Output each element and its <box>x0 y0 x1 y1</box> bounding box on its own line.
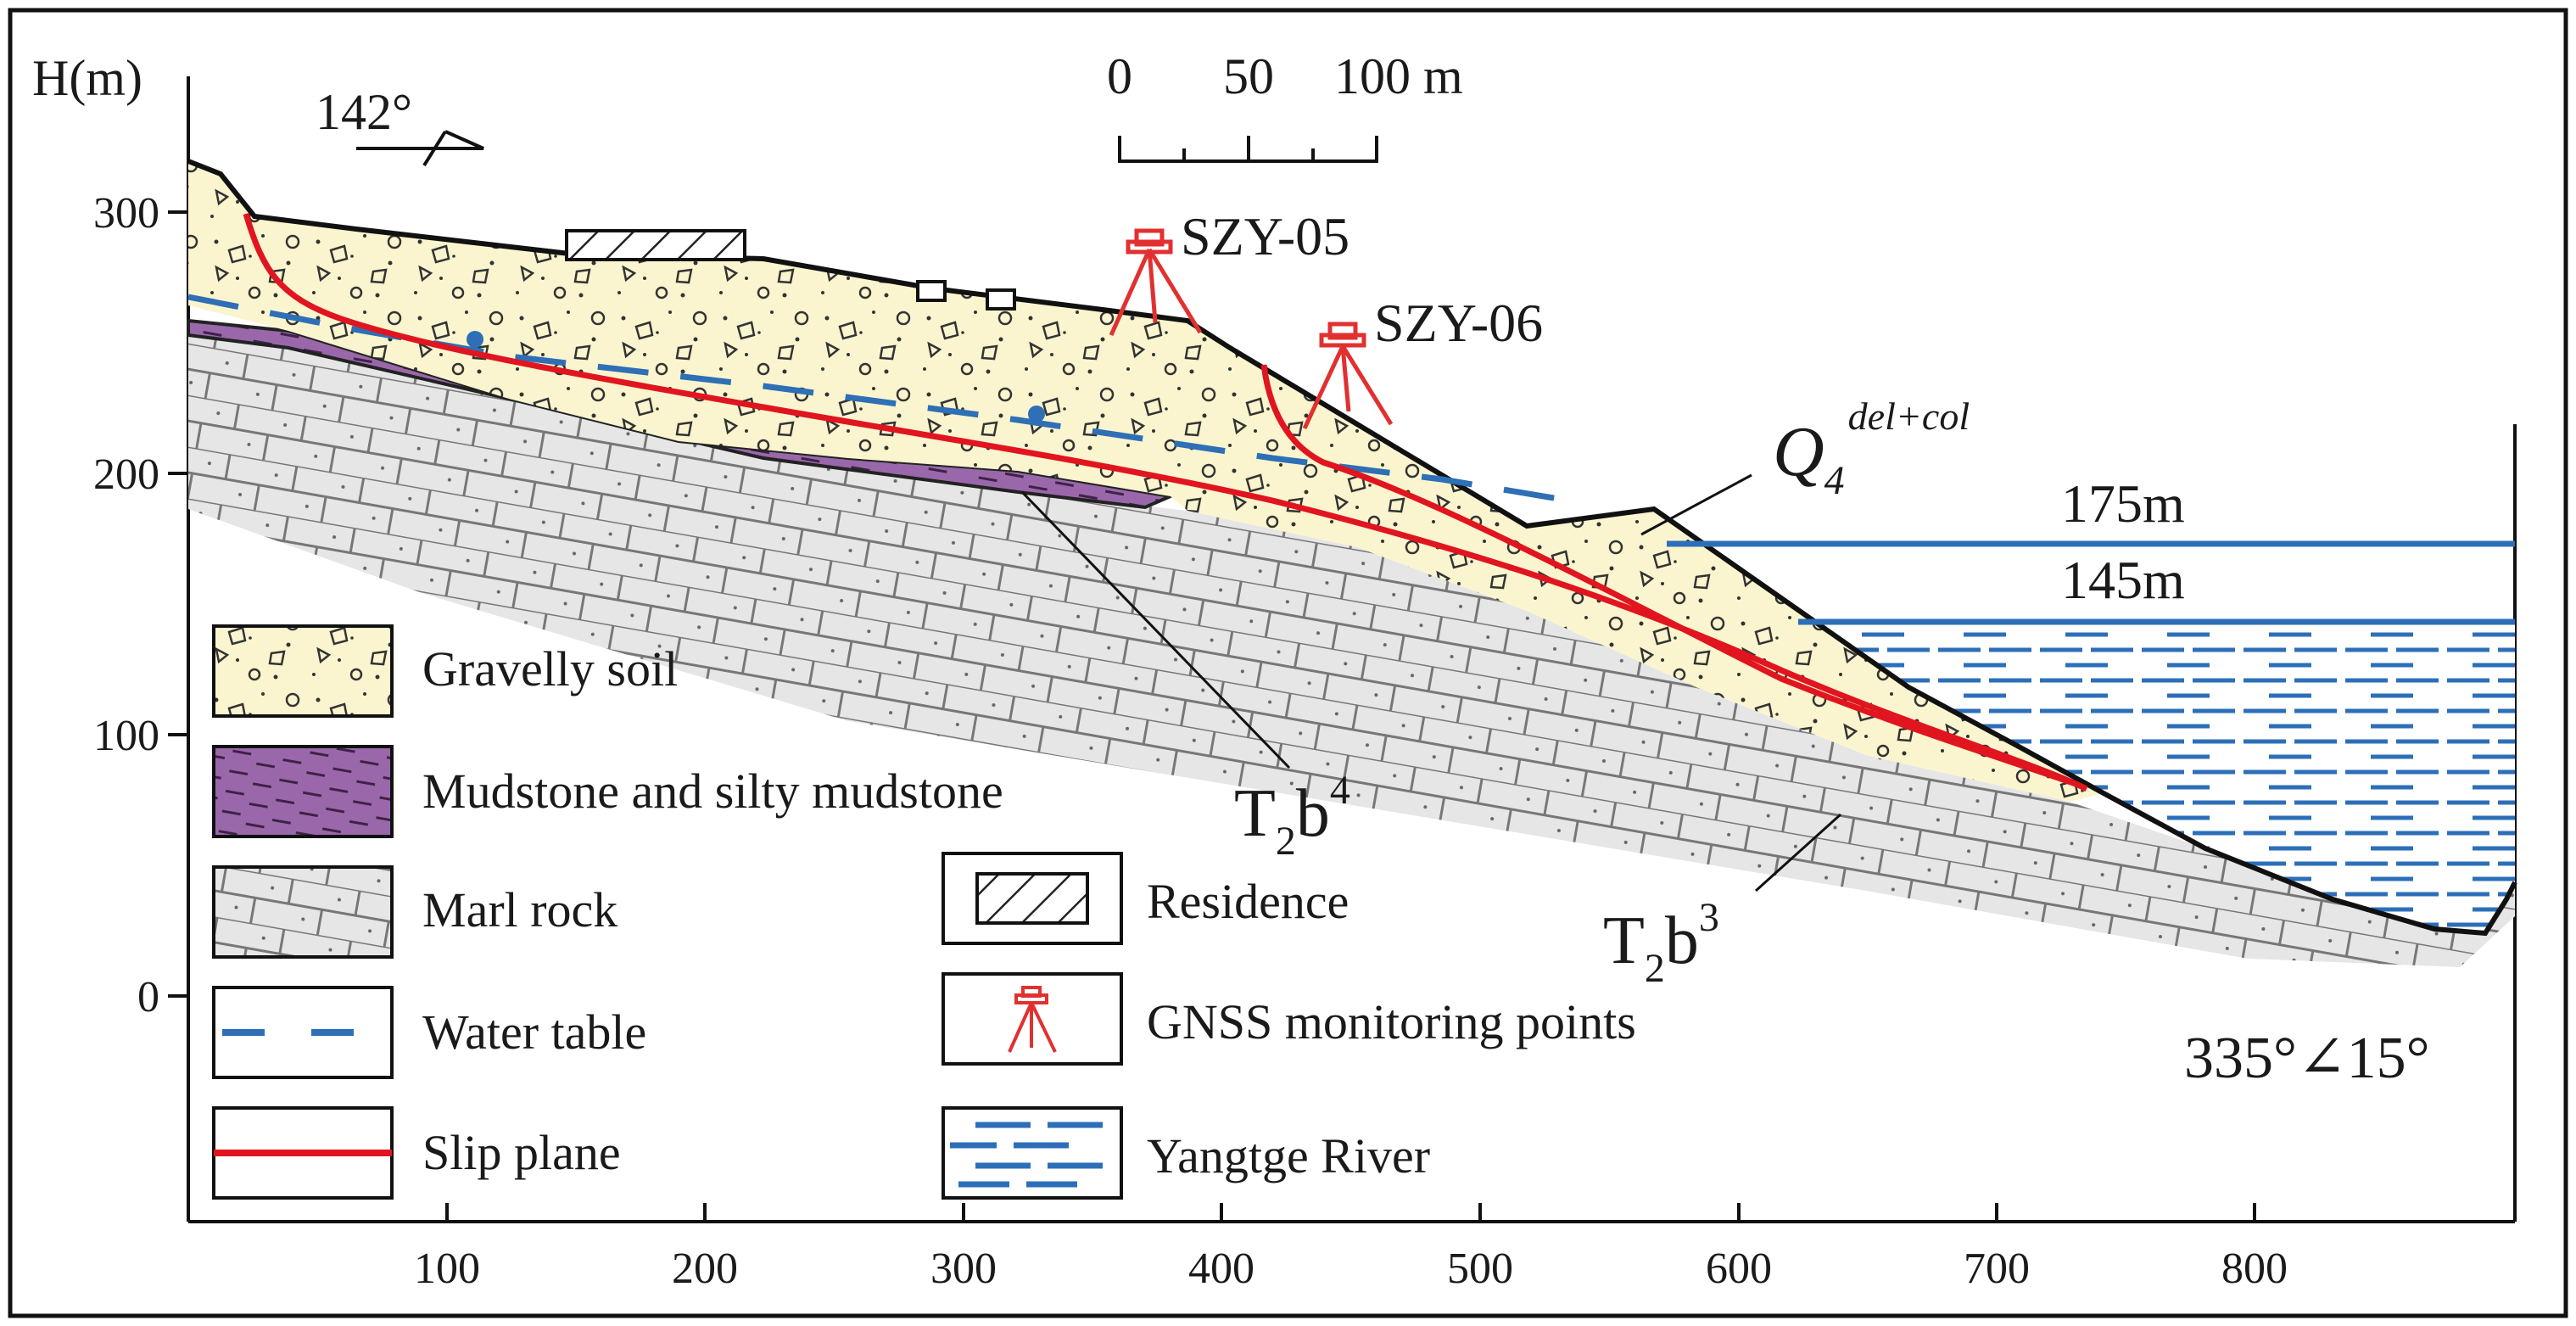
legend-label-gnss: GNSS monitoring points <box>1147 994 1636 1049</box>
x-tick-label: 600 <box>1706 1245 1772 1293</box>
gnss-label-szy05: SZY-05 <box>1181 206 1349 266</box>
t2b4-pointer-line <box>1020 490 1291 769</box>
legend-label-residence: Residence <box>1147 874 1349 929</box>
y-tick-label: 0 <box>137 973 159 1021</box>
x-tick-label: 500 <box>1447 1245 1513 1293</box>
slip-plane-secondary <box>1260 364 2080 788</box>
formation-lower-label: T2b3 <box>1603 895 1719 991</box>
residence-building <box>986 288 1016 311</box>
figure-frame <box>8 8 2568 1318</box>
x-tick-label: 200 <box>672 1245 738 1293</box>
scale-bar <box>1118 136 1378 163</box>
legend-label-marl-rock: Marl rock <box>422 882 617 937</box>
x-tick-label: 800 <box>2221 1245 2288 1293</box>
y-axis-title: H(m) <box>32 50 142 106</box>
formation-deposit-label: Q4del+col <box>1773 394 1970 503</box>
x-tick-label: 100 <box>414 1245 480 1293</box>
water-table-marker <box>467 331 483 348</box>
y-tick-label: 100 <box>93 712 159 760</box>
legend-swatch-mudstone <box>212 745 394 838</box>
water-level-145m-label: 145m <box>2061 550 2185 610</box>
legend-gnss-icon <box>1008 986 1057 1053</box>
residence-building <box>916 280 947 302</box>
mudstone-layer <box>187 318 1177 510</box>
x-tick-label: 400 <box>1188 1245 1254 1293</box>
legend-label-gravelly-soil: Gravelly soil <box>422 641 678 697</box>
dip-label: 335°∠15° <box>2184 1026 2430 1091</box>
x-tick-label: 700 <box>1964 1245 2030 1293</box>
legend-label-water-table: Water table <box>422 1004 646 1060</box>
q4-pointer-line <box>1640 473 1752 536</box>
t2b3-pointer-line <box>1754 813 1842 892</box>
water-table-line <box>187 294 1570 504</box>
orientation-arrow-icon <box>356 130 484 167</box>
residence-building <box>565 229 746 261</box>
gravelly-soil-layer <box>188 161 2104 802</box>
legend-river-dashes <box>950 1122 1103 1188</box>
scale-label-100: 100 m <box>1334 48 1463 104</box>
marl-rock-layer <box>188 321 2515 967</box>
yangtze-river-body <box>1798 619 2515 933</box>
gnss-label-szy06: SZY-06 <box>1374 293 1543 353</box>
formation-upper-label: T2b4 <box>1234 768 1350 864</box>
orientation-label: 142° <box>316 84 412 140</box>
legend-residence-hatch <box>975 872 1089 925</box>
legend-swatch-marl-rock <box>212 865 394 959</box>
water-level-175m-label: 175m <box>2061 473 2185 534</box>
water-table-marker <box>1028 406 1045 422</box>
legend-swatch-gravelly-soil <box>212 624 394 718</box>
gnss-marker-szy06 <box>1302 322 1394 430</box>
slip-plane-main <box>243 213 2088 792</box>
y-tick-label: 200 <box>93 450 159 499</box>
scale-label-0: 0 <box>1107 48 1132 104</box>
legend-label-slip-plane: Slip plane <box>422 1125 621 1180</box>
legend-label-river: Yangtge River <box>1147 1128 1430 1183</box>
y-tick-label: 300 <box>93 189 159 238</box>
gnss-marker-szy05 <box>1109 228 1203 337</box>
x-tick-label: 300 <box>930 1245 997 1293</box>
legend-label-mudstone: Mudstone and silty mudstone <box>422 764 1003 819</box>
scale-label-50: 50 <box>1223 48 1274 104</box>
